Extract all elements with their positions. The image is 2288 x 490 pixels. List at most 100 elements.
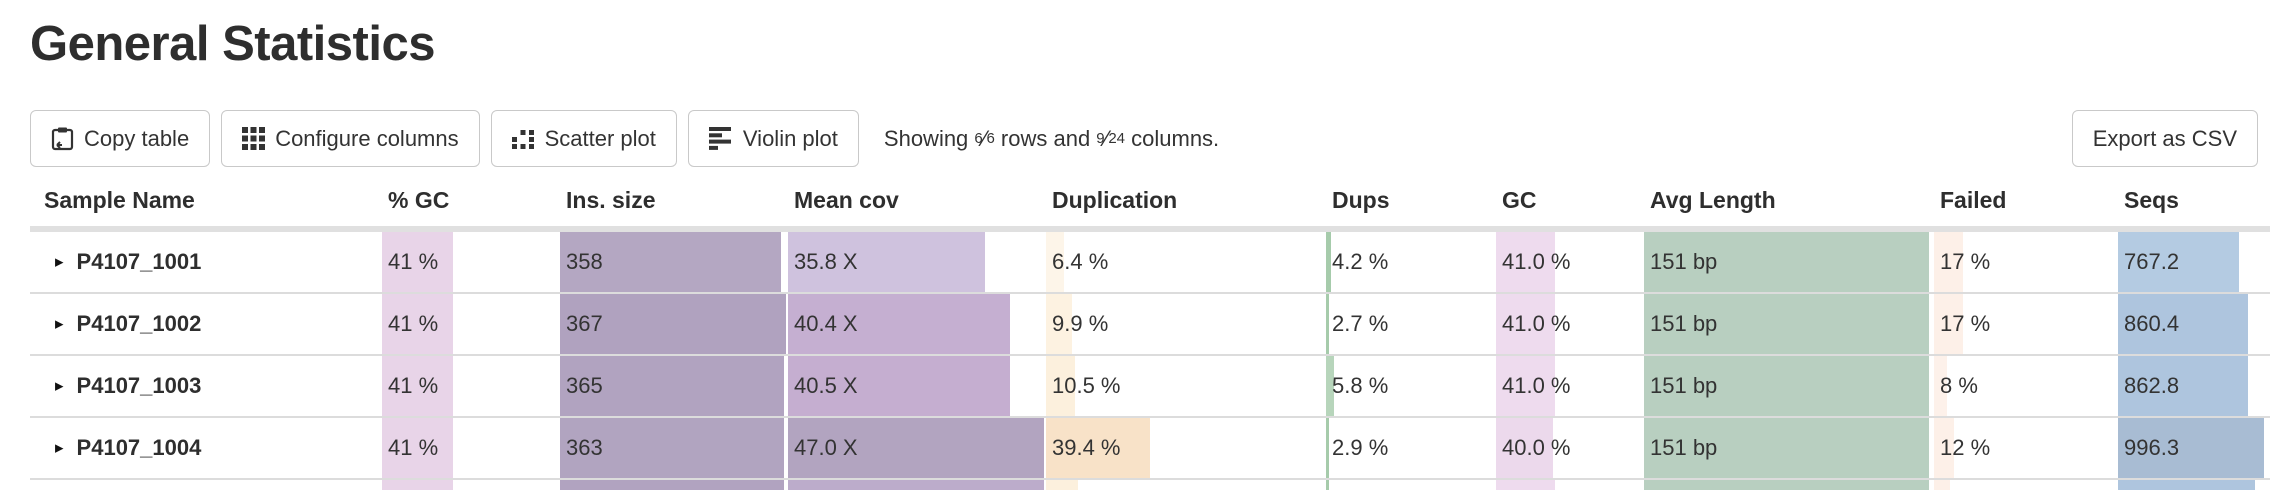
- toolbar-spacer: [1230, 110, 2061, 167]
- cell-value: 367: [566, 311, 603, 336]
- value-bar: [2118, 480, 2255, 490]
- cell-value: 41 %: [388, 373, 439, 398]
- cell-value: 358: [566, 249, 603, 274]
- data-cell-avg_length: 151 bp: [1642, 418, 1932, 480]
- data-cell-failed: [1932, 480, 2116, 490]
- cell-value: 996.3: [2124, 435, 2180, 460]
- value-bar: [1644, 480, 1930, 490]
- value-bar: [560, 294, 786, 354]
- data-cell-dups: 5.8 %: [1324, 356, 1494, 418]
- column-header-ins-size[interactable]: Ins. size: [558, 177, 786, 232]
- data-cell-duplication: 10.5 %: [1044, 356, 1324, 418]
- export-csv-button[interactable]: Export as CSV: [2071, 110, 2258, 167]
- page-title: General Statistics: [30, 17, 435, 71]
- column-header-pct-gc[interactable]: % GC: [380, 177, 558, 232]
- row-expand-icon[interactable]: ▸: [55, 376, 64, 395]
- sample-name: P4107_1001: [76, 249, 202, 274]
- value-bar: [788, 418, 1044, 478]
- data-cell-dups: 4.2 %: [1324, 232, 1494, 294]
- data-cell-pct_gc: 41 %: [380, 418, 558, 480]
- value-bar: [382, 480, 453, 490]
- sample-name-cell[interactable]: ▸ P4107_1001: [30, 232, 380, 294]
- data-cell-ins_size: 363: [558, 418, 786, 480]
- cell-value: 862.8: [2124, 373, 2180, 398]
- general-statistics-table: Sample Name % GC Ins. size Mean cov Dupl…: [30, 177, 2270, 490]
- cell-value: 41.0 %: [1502, 249, 1571, 274]
- column-header-seqs[interactable]: Seqs: [2116, 177, 2270, 232]
- violin-plot-button[interactable]: Violin plot: [687, 110, 859, 167]
- value-bar: [1326, 480, 1330, 490]
- data-cell-failed: 17 %: [1932, 232, 2116, 294]
- export-csv-label: Export as CSV: [2092, 125, 2237, 151]
- column-header-gc[interactable]: GC: [1494, 177, 1642, 232]
- value-bar: [1644, 418, 1930, 478]
- data-cell-seqs: 996.3: [2116, 418, 2270, 480]
- data-cell-mean_cov: 47.0 X: [786, 418, 1044, 480]
- cell-value: 4.2 %: [1332, 249, 1389, 274]
- data-cell-dups: 2.7 %: [1324, 294, 1494, 356]
- scatter-plot-button[interactable]: Scatter plot: [490, 110, 677, 167]
- value-bar: [560, 232, 782, 292]
- data-cell-duplication: 9.9 %: [1044, 294, 1324, 356]
- value-bar: [788, 480, 1044, 490]
- cell-value: 41 %: [388, 435, 439, 460]
- data-cell-duplication: [1044, 480, 1324, 490]
- column-header-dups[interactable]: Dups: [1324, 177, 1494, 232]
- value-bar: [1644, 232, 1930, 292]
- cell-value: 10.5 %: [1052, 373, 1121, 398]
- data-cell-seqs: 860.4: [2116, 294, 2270, 356]
- sample-name: P4107_1003: [76, 373, 202, 398]
- cell-value: 40.4 X: [794, 311, 858, 336]
- column-header-duplication[interactable]: Duplication: [1044, 177, 1324, 232]
- column-header-failed[interactable]: Failed: [1932, 177, 2116, 232]
- data-cell-failed: 8 %: [1932, 356, 2116, 418]
- cell-value: 41 %: [388, 311, 439, 336]
- value-bar: [1934, 418, 1955, 478]
- value-bar: [1046, 480, 1078, 490]
- data-cell-mean_cov: 40.5 X: [786, 356, 1044, 418]
- data-cell-avg_length: 151 bp: [1642, 356, 1932, 418]
- cell-value: 41 %: [388, 249, 439, 274]
- data-cell-dups: 2.9 %: [1324, 418, 1494, 480]
- configure-columns-button[interactable]: Configure columns: [221, 110, 480, 167]
- data-cell-gc: [1494, 480, 1642, 490]
- cell-value: 35.8 X: [794, 249, 858, 274]
- value-bar: [1934, 232, 1964, 292]
- cell-value: 5.8 %: [1332, 373, 1389, 398]
- row-expand-icon[interactable]: ▸: [55, 252, 64, 271]
- data-cell-failed: 12 %: [1932, 418, 2116, 480]
- column-header-sample-name[interactable]: Sample Name: [30, 177, 380, 232]
- data-cell-pct_gc: 41 %: [380, 356, 558, 418]
- cell-value: 860.4: [2124, 311, 2180, 336]
- value-bar: [560, 356, 784, 416]
- data-cell-pct_gc: 41 %: [380, 294, 558, 356]
- value-bar: [2118, 294, 2249, 354]
- row-expand-icon[interactable]: ▸: [55, 438, 64, 457]
- table-row: [30, 480, 2270, 490]
- copy-table-button[interactable]: Copy table: [30, 110, 211, 167]
- table-row: ▸ P4107_1001 41 % 358 35.8 X 6.4 % 4.2 % 41.0 %…: [30, 232, 2270, 294]
- data-cell-ins_size: 358: [558, 232, 786, 294]
- sample-name-cell[interactable]: ▸ P4107_1002: [30, 294, 380, 356]
- sample-name-cell[interactable]: [30, 480, 380, 490]
- value-bar: [1496, 294, 1555, 354]
- column-header-mean-cov[interactable]: Mean cov: [786, 177, 1044, 232]
- data-cell-gc: 41.0 %: [1494, 232, 1642, 294]
- value-bar: [1496, 356, 1555, 416]
- sample-name-cell[interactable]: ▸ P4107_1003: [30, 356, 380, 418]
- column-header-avg-length[interactable]: Avg Length: [1642, 177, 1932, 232]
- scatter-dots-icon: [511, 127, 535, 150]
- clipboard-icon: [51, 126, 74, 151]
- row-expand-icon[interactable]: ▸: [55, 314, 64, 333]
- data-cell-avg_length: [1642, 480, 1932, 490]
- table-toolbar: Copy table Configure columns: [30, 110, 2258, 167]
- data-cell-seqs: 767.2: [2116, 232, 2270, 294]
- cell-value: 767.2: [2124, 249, 2180, 274]
- data-cell-gc: 41.0 %: [1494, 356, 1642, 418]
- sample-name: P4107_1004: [76, 435, 202, 460]
- sample-name-cell[interactable]: ▸ P4107_1004: [30, 418, 380, 480]
- data-cell-dups: [1324, 480, 1494, 490]
- value-bar: [382, 232, 453, 292]
- data-cell-gc: 40.0 %: [1494, 418, 1642, 480]
- value-bar: [1496, 480, 1555, 490]
